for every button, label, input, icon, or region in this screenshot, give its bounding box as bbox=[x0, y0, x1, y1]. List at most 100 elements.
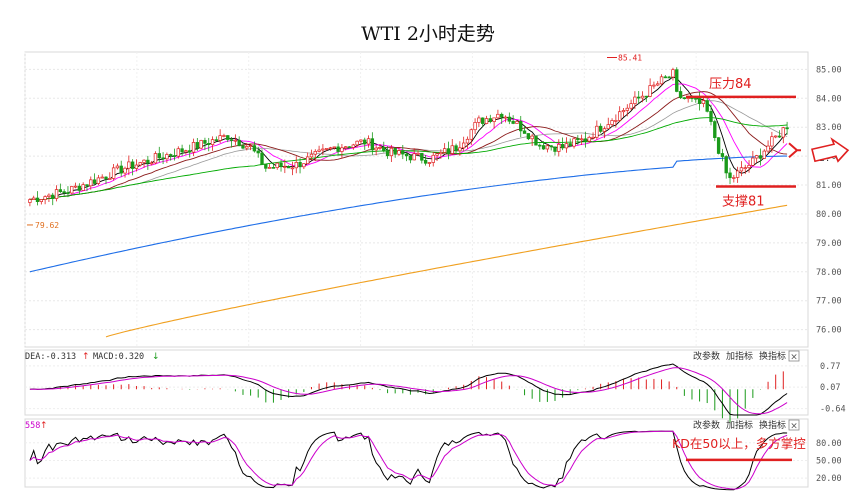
candle-up bbox=[656, 83, 660, 86]
y-tick-label: 78.00 bbox=[816, 268, 842, 278]
candle-down bbox=[553, 146, 557, 152]
candle-up bbox=[218, 135, 222, 141]
candle-down bbox=[713, 121, 717, 138]
kd-readout: 558 bbox=[25, 421, 40, 431]
macd-close-button[interactable] bbox=[788, 350, 800, 362]
y-tick-label: 0.77 bbox=[820, 362, 840, 372]
candle-up bbox=[275, 162, 279, 168]
candle-down bbox=[35, 197, 40, 203]
candle-up bbox=[165, 154, 169, 160]
macd-change-params-button[interactable]: 改参数 bbox=[693, 350, 720, 362]
candle-down bbox=[637, 96, 641, 99]
kd-change-params-button[interactable]: 改参数 bbox=[693, 419, 720, 431]
candle-down bbox=[519, 121, 523, 132]
candle-down bbox=[560, 144, 565, 149]
candle-down bbox=[549, 145, 553, 148]
candle-up bbox=[222, 135, 226, 137]
candle-up bbox=[587, 136, 591, 142]
candle-down bbox=[728, 172, 732, 179]
candle-up bbox=[412, 153, 416, 161]
candle-up bbox=[283, 166, 287, 168]
candle-down bbox=[264, 164, 268, 169]
kd-add-indicator-button[interactable]: 加指标 bbox=[726, 419, 753, 431]
candle-up bbox=[625, 107, 629, 111]
macd-header: DEA:-0.313 ↑ MACD:0.320 ↓ bbox=[25, 352, 160, 362]
macd-dea-line bbox=[29, 367, 788, 415]
candle-down bbox=[363, 139, 367, 145]
candle-down bbox=[252, 145, 257, 152]
y-tick-label: 76.00 bbox=[816, 326, 842, 336]
candle-up bbox=[184, 150, 188, 153]
low-marker-label: 79.62 bbox=[35, 221, 59, 230]
candle-down bbox=[347, 146, 352, 149]
candle-up bbox=[557, 144, 561, 152]
candle-up bbox=[617, 111, 622, 121]
candle-down bbox=[58, 189, 63, 193]
kd-switch-indicator-button[interactable]: 换指标 bbox=[759, 419, 786, 431]
candle-down bbox=[598, 125, 603, 132]
candle-up bbox=[435, 153, 439, 156]
candle-up bbox=[572, 138, 576, 147]
y-tick-label: 81.00 bbox=[816, 181, 842, 191]
y-tick-label: -0.64 bbox=[820, 405, 846, 415]
macd-add-indicator-button[interactable]: 加指标 bbox=[726, 350, 753, 362]
candle-up bbox=[648, 85, 652, 97]
candle-up bbox=[579, 138, 584, 141]
candle-down bbox=[446, 148, 451, 154]
candle-down bbox=[298, 161, 302, 168]
candle-down bbox=[716, 137, 721, 154]
kd-close-button[interactable] bbox=[788, 419, 800, 431]
macd-y-axis: 0.77 0.07 -0.64 bbox=[25, 362, 846, 415]
candle-up bbox=[751, 157, 755, 166]
macd-switch-indicator-button[interactable]: 换指标 bbox=[759, 350, 786, 362]
candle-down bbox=[663, 76, 668, 79]
candle-up bbox=[43, 196, 47, 200]
macd-panel-buttons: 改参数 加指标 换指标 × bbox=[693, 350, 800, 363]
y-tick-label: 84.00 bbox=[816, 94, 842, 104]
candle-up bbox=[81, 184, 85, 191]
candle-up bbox=[770, 136, 774, 147]
candle-down bbox=[705, 100, 709, 112]
candle-up bbox=[450, 145, 454, 154]
candle-up bbox=[610, 120, 614, 125]
candle-up bbox=[606, 124, 610, 130]
candle-up bbox=[359, 139, 363, 142]
ma-line bbox=[29, 91, 788, 201]
kd-panel-frame bbox=[24, 418, 809, 488]
candle-up bbox=[108, 178, 112, 180]
candle-up bbox=[492, 117, 496, 122]
y-tick-label: 20.00 bbox=[816, 474, 842, 484]
candle-down bbox=[785, 127, 789, 130]
ma-line bbox=[29, 155, 788, 273]
candle-down bbox=[644, 95, 648, 98]
candle-down bbox=[777, 135, 782, 138]
resistance-label: 压力84 bbox=[709, 77, 752, 92]
candle-up bbox=[248, 145, 253, 147]
candle-up bbox=[774, 135, 778, 138]
candle-down bbox=[92, 179, 97, 184]
candle-down bbox=[130, 161, 135, 169]
y-tick-label: 50.00 bbox=[816, 456, 842, 466]
candle-down bbox=[423, 159, 428, 164]
candle-down bbox=[370, 138, 375, 151]
candle-down bbox=[195, 142, 200, 149]
candle-down bbox=[85, 184, 89, 187]
candle-down bbox=[526, 133, 531, 140]
candle-down bbox=[66, 192, 70, 194]
candle-down bbox=[420, 152, 424, 161]
candle-up bbox=[564, 143, 569, 149]
candle-up bbox=[344, 146, 348, 149]
y-tick-label: 79.00 bbox=[816, 239, 842, 249]
candle-up bbox=[503, 116, 508, 119]
candle-down bbox=[694, 97, 698, 100]
candle-up bbox=[739, 167, 744, 172]
candle-down bbox=[237, 139, 241, 147]
candle-down bbox=[104, 176, 108, 180]
candle-up bbox=[176, 148, 180, 157]
candle-up bbox=[210, 139, 215, 145]
candle-up bbox=[138, 162, 142, 166]
candle-up bbox=[378, 147, 382, 149]
candle-up bbox=[515, 121, 519, 124]
candle-up bbox=[245, 146, 249, 149]
candle-down bbox=[576, 138, 580, 141]
